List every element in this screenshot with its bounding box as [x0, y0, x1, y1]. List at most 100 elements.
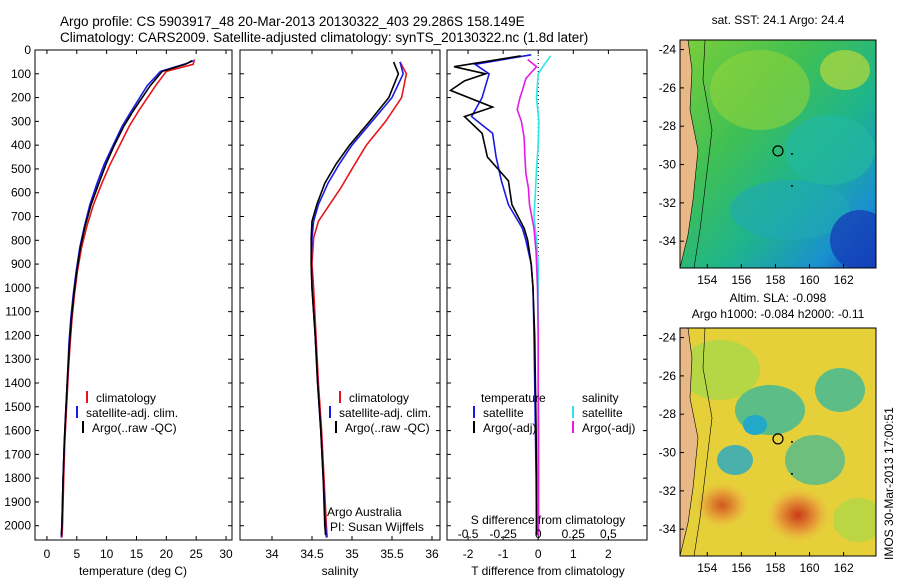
sla-map-axes: 154 156 158 160 162 -24 -26 -28 -30 -32 -34 — [659, 331, 854, 575]
track-point — [790, 472, 793, 475]
legend-label: Argo(-adj) — [483, 421, 536, 435]
top-tick-label: 0 — [535, 527, 542, 541]
track-point — [790, 152, 793, 155]
top-tick-label: 0.5 — [600, 527, 617, 541]
map-y-tick-label: -32 — [659, 484, 677, 498]
y-tick-label: 1200 — [4, 328, 31, 342]
x-tick-label: 30 — [219, 547, 233, 561]
map-x-tick-label: 160 — [800, 273, 820, 287]
y-tick-label: 1700 — [4, 447, 31, 461]
x-tick-label: 10 — [100, 547, 114, 561]
legend-label: satellite-adj. clim. — [339, 406, 431, 420]
x-tick-label: 2 — [605, 547, 612, 561]
temperature-xlabel: temperature (deg C) — [79, 564, 187, 578]
figure-title-line1: Argo profile: CS 5903917_48 20-Mar-2013 … — [60, 14, 525, 29]
series-line-temperature-argo-adj- — [448, 55, 538, 536]
y-tick-label: 400 — [11, 138, 31, 152]
legend-heading-salinity: salinity — [582, 391, 619, 405]
map-y-tick-label: -32 — [659, 196, 677, 210]
series-line-argo-raw-qc- — [60, 59, 193, 536]
y-tick-label: 1100 — [5, 305, 31, 319]
legend-label: satellite-adj. clim. — [86, 406, 178, 420]
argo-position-marker — [772, 145, 784, 157]
sla-map-image — [680, 328, 876, 556]
map-x-tick-label: 158 — [765, 273, 785, 287]
map-x-tick-label: 156 — [731, 561, 751, 575]
top-tick-label: 0.25 — [562, 527, 586, 541]
y-tick-label: 1300 — [4, 352, 31, 366]
y-tick-label: 700 — [11, 210, 31, 224]
sla-map-title-line1: Altim. SLA: -0.098 — [730, 291, 827, 305]
x-tick-label: 34 — [265, 547, 279, 561]
y-tick-label: 300 — [11, 114, 31, 128]
salinity-plot: 34 34.5 35 35.5 36 — [240, 49, 440, 561]
y-tick-label: 500 — [11, 162, 31, 176]
sst-map-axes: 154 156 158 160 162 -24 -26 -28 -30 -32 -34 — [659, 43, 854, 287]
x-tick-label: 34.5 — [300, 547, 324, 561]
program-note: Argo Australia — [327, 505, 402, 519]
map-y-tick-label: -30 — [659, 446, 677, 460]
difference-plot-frame — [446, 49, 648, 541]
map-y-tick-label: -24 — [659, 43, 677, 57]
legend-label: climatology — [349, 391, 409, 405]
y-tick-label: 1400 — [4, 376, 31, 390]
difference-xlabel: T difference from climatology — [471, 564, 625, 578]
x-tick-label: 15 — [130, 547, 144, 561]
legend-label: Argo(..raw -QC) — [345, 421, 430, 435]
top-tick-label: -0.5 — [458, 527, 479, 541]
y-tick-label: 800 — [11, 233, 31, 247]
figure-title-line2: Climatology: CARS2009. Satellite-adjuste… — [60, 30, 589, 45]
legend-label: Argo(..raw -QC) — [92, 421, 177, 435]
difference-legend: temperature satellite Argo(-adj) salinit… — [473, 391, 635, 435]
map-y-tick-label: -34 — [659, 234, 677, 248]
x-tick-label: 0 — [535, 547, 542, 561]
map-y-tick-label: -28 — [659, 407, 677, 421]
legend-label: Argo(-adj) — [582, 421, 635, 435]
x-tick-label: 36 — [425, 547, 439, 561]
map-y-tick-label: -30 — [659, 158, 677, 172]
y-tick-label: 1000 — [4, 281, 31, 295]
map-x-tick-label: 162 — [834, 561, 854, 575]
sla-map-title-line2: Argo h1000: -0.084 h2000: -0.11 — [692, 307, 865, 321]
map-y-tick-label: -34 — [659, 522, 677, 536]
y-tick-label: 200 — [11, 91, 31, 105]
map-x-tick-label: 158 — [765, 561, 785, 575]
x-tick-label: 5 — [73, 547, 80, 561]
legend-label: satellite — [582, 406, 623, 420]
x-tick-label: 25 — [190, 547, 204, 561]
temperature-plot: 0 5 10 15 20 25 300100200300400500600700800900… — [4, 43, 233, 561]
difference-top-xlabel: S difference from climatology — [471, 513, 626, 527]
map-y-tick-label: -26 — [659, 81, 677, 95]
x-tick-label: 20 — [160, 547, 174, 561]
track-point — [790, 440, 793, 443]
series-line-argo-raw-qc- — [310, 61, 400, 536]
series-line-salinity-argo-adj- — [516, 58, 540, 536]
x-tick-label: 0 — [44, 547, 51, 561]
map-x-tick-label: 162 — [834, 273, 854, 287]
legend-label: climatology — [96, 391, 156, 405]
top-tick-label: -0.25 — [489, 527, 517, 541]
imos-stamp: IMOS 30-Mar-2013 17:00:51 — [882, 407, 896, 560]
x-tick-label: 35.5 — [380, 547, 404, 561]
y-tick-label: 1500 — [4, 400, 31, 414]
argo-position-marker — [772, 433, 784, 445]
y-tick-label: 0 — [24, 43, 31, 57]
map-y-tick-label: -26 — [659, 369, 677, 383]
map-x-tick-label: 156 — [731, 273, 751, 287]
y-tick-label: 1800 — [4, 471, 31, 485]
y-tick-label: 100 — [11, 67, 31, 81]
x-tick-label: -2 — [463, 547, 474, 561]
track-point — [790, 184, 793, 187]
y-tick-label: 600 — [11, 186, 31, 200]
y-tick-label: 1600 — [4, 424, 31, 438]
temperature-legend: climatology satellite-adj. clim. Argo(..… — [76, 391, 178, 435]
legend-heading-temperature: temperature — [481, 391, 546, 405]
difference-plot: -2 -1 0 1 2 -0.5 -0.25 0 0.25 0.5 — [447, 49, 647, 561]
x-tick-label: -1 — [498, 547, 509, 561]
y-tick-label: 1900 — [4, 495, 31, 509]
sst-map-frame — [679, 39, 877, 269]
sst-map-image — [680, 40, 876, 268]
temperature-plot-frame — [34, 49, 233, 541]
map-x-tick-label: 154 — [697, 561, 717, 575]
salinity-xlabel: salinity — [322, 564, 359, 578]
